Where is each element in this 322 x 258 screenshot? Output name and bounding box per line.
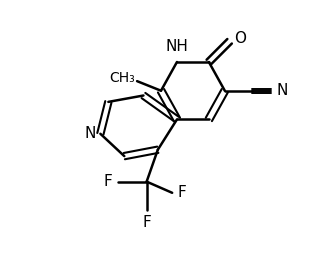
Text: F: F <box>142 215 151 230</box>
Text: N: N <box>277 83 288 98</box>
Text: NH: NH <box>166 39 188 54</box>
Text: O: O <box>234 31 246 46</box>
Text: CH₃: CH₃ <box>110 71 136 85</box>
Text: F: F <box>103 174 112 189</box>
Text: N: N <box>84 126 96 141</box>
Text: F: F <box>178 185 187 200</box>
